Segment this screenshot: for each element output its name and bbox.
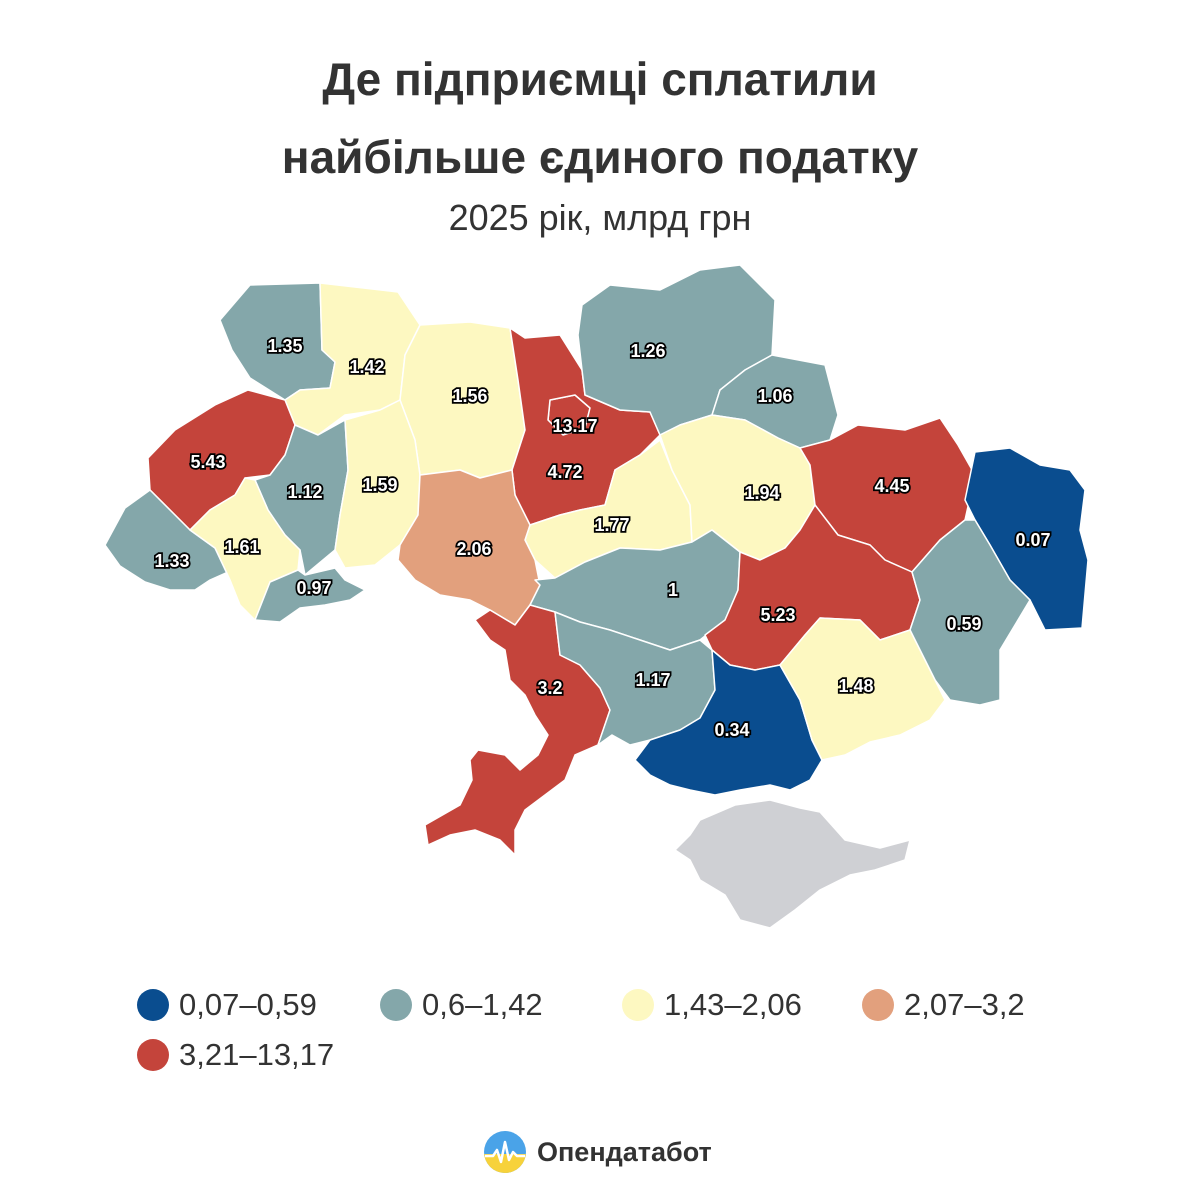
region-value-label: 1.17 [635,670,670,690]
subtitle: 2025 рік, млрд грн [448,197,752,238]
title-line-2: найбільше єдиного податку [281,131,919,183]
legend-swatch-5 [137,1039,169,1071]
region-value-label: 5.23 [760,605,795,625]
region-chernivtsi[interactable] [254,567,366,623]
region-value-label: 4.45 [874,476,909,496]
region-zakarpattia[interactable] [104,489,229,591]
region-value-label: 1 [668,580,678,600]
region-value-label: 3.2 [537,678,562,698]
region-value-label: 1.33 [154,551,189,571]
opendatabot-logo-icon [484,1131,526,1173]
legend-swatch-4 [862,989,894,1021]
region-value-label: 0.97 [296,578,331,598]
legend-label-3: 1,43–2,06 [664,987,802,1022]
legend-item-1: 0,07–0,59 [137,987,317,1023]
region-value-label: 1.56 [452,386,487,406]
legend-label-5: 3,21–13,17 [179,1037,335,1072]
region-value-label: 1.94 [744,483,779,503]
region-value-label: 0.34 [714,720,749,740]
legend-item-5: 3,21–13,17 [137,1037,334,1073]
legend-swatch-1 [137,989,169,1021]
region-value-label: 13.17 [552,416,597,436]
region-value-label: 1.12 [287,482,322,502]
legend-swatch-2 [380,989,412,1021]
legend-item-3: 1,43–2,06 [622,987,802,1023]
region-value-label: 1.48 [838,676,873,696]
brand: Опендатабот [483,1130,712,1174]
region-value-label: 1.42 [349,357,384,377]
region-ivano-frankivsk[interactable] [189,477,301,621]
region-value-label: 5.43 [190,452,225,472]
region-value-label: 1.06 [757,386,792,406]
brand-name: Опендатабот [537,1136,712,1167]
region-value-label: 0.59 [946,614,981,634]
region-value-label: 1.35 [267,336,302,356]
region-value-label: 1.26 [630,341,665,361]
region-value-label: 0.07 [1015,530,1050,550]
legend-label-4: 2,07–3,2 [904,987,1025,1022]
legend-label-1: 0,07–0,59 [179,987,317,1022]
region-value-label: 1.59 [362,475,397,495]
region-value-label: 1.77 [594,515,629,535]
legend-label-2: 0,6–1,42 [422,987,543,1022]
legend-item-2: 0,6–1,42 [380,987,543,1023]
region-value-label: 4.72 [547,462,582,482]
title-line-1: Де підприємці сплатили [322,53,878,105]
region-zaporizhzhia[interactable] [779,617,946,761]
region-crimea-occupied [674,799,911,929]
region-value-label: 2.06 [456,539,491,559]
region-value-label: 1.61 [224,537,259,557]
legend-swatch-3 [622,989,654,1021]
legend-item-4: 2,07–3,2 [862,987,1025,1023]
